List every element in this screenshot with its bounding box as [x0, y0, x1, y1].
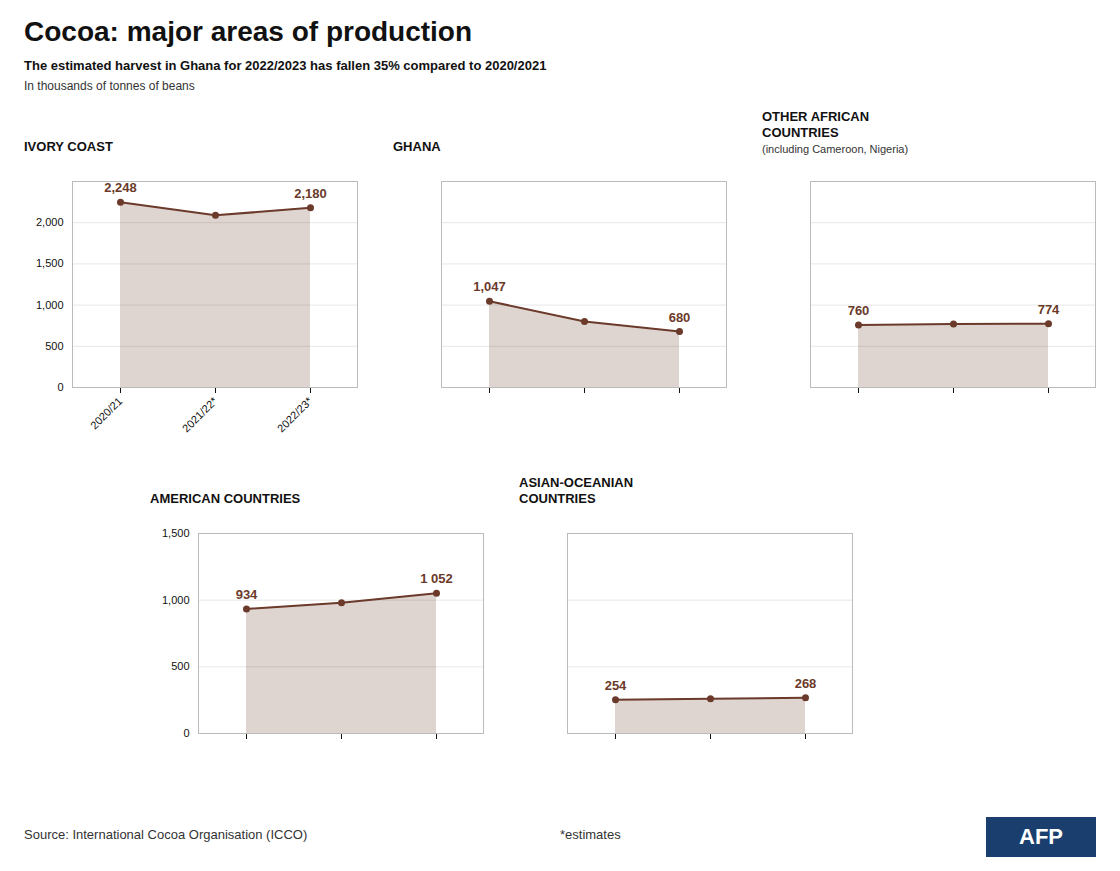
html-text:*estimates: *estimates	[560, 827, 621, 842]
svg-text:1,047: 1,047	[473, 279, 506, 294]
svg-text:2022/23*: 2022/23*	[275, 394, 315, 434]
svg-text:0: 0	[183, 727, 189, 739]
svg-text:1,000: 1,000	[36, 299, 64, 311]
svg-text:1 052: 1 052	[420, 571, 453, 586]
svg-text:2,000: 2,000	[36, 216, 64, 228]
svg-text:1,500: 1,500	[162, 527, 190, 539]
svg-text:774: 774	[1038, 302, 1060, 317]
svg-text:2,248: 2,248	[104, 180, 137, 195]
svg-text:268: 268	[795, 676, 817, 691]
html-text:(including Cameroon, Nigeria): (including Cameroon, Nigeria)	[762, 143, 909, 155]
svg-text:500: 500	[171, 660, 189, 672]
svg-text:1,000: 1,000	[162, 594, 190, 606]
html-text:GHANA: GHANA	[393, 138, 441, 154]
svg-text:1,500: 1,500	[36, 257, 64, 269]
svg-text:2020/21: 2020/21	[88, 395, 125, 432]
html-text:OTHER AFRICAN COUNTRIES: OTHER AFRICAN COUNTRIES	[762, 108, 870, 140]
svg-text:2,180: 2,180	[294, 186, 327, 201]
svg-text:934: 934	[236, 587, 258, 602]
svg-text:254: 254	[605, 678, 627, 693]
svg-text:500: 500	[45, 340, 63, 352]
html-text:AMERICAN COUNTRIES: AMERICAN COUNTRIES	[150, 490, 301, 506]
svg-text:0: 0	[57, 381, 63, 393]
html-text:The estimated harvest in Ghana: The estimated harvest in Ghana for 2022/…	[24, 58, 547, 73]
html-text:Cocoa: major areas of producti: Cocoa: major areas of production	[24, 16, 473, 47]
svg-text:2021/22*: 2021/22*	[180, 394, 220, 434]
html-text:IVORY COAST: IVORY COAST	[24, 138, 113, 154]
html-text:AFP: AFP	[1019, 824, 1063, 849]
svg-text:680: 680	[669, 310, 691, 325]
svg-text:760: 760	[848, 303, 870, 318]
html-text:Source: International Cocoa Or: Source: International Cocoa Organisation…	[24, 827, 308, 842]
html-text:ASIAN-OCEANIAN COUNTRIES: ASIAN-OCEANIAN COUNTRIES	[519, 474, 634, 506]
html-text:In thousands of tonnes of bean: In thousands of tonnes of beans	[24, 79, 195, 93]
